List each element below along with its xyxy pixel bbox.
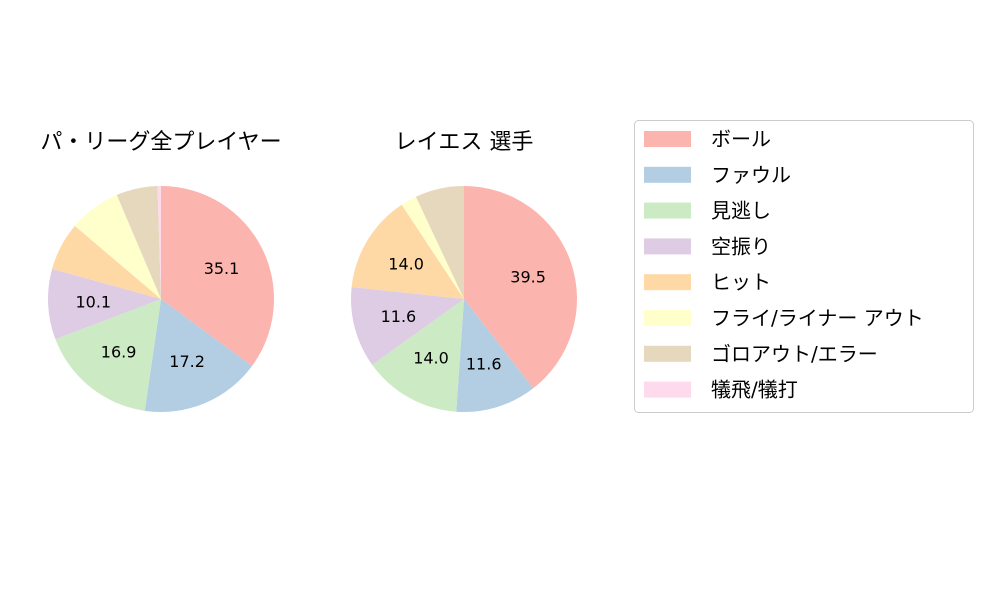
pie-slice-league-4 bbox=[52, 225, 161, 299]
pie-slice-league-3 bbox=[48, 268, 161, 340]
pie-slice-player-2 bbox=[372, 299, 464, 412]
legend-swatch-4 bbox=[644, 274, 691, 291]
pie-slice-player-3 bbox=[350, 286, 464, 365]
pie-slice-league-7 bbox=[157, 186, 161, 299]
legend-label-3: 空振り bbox=[711, 234, 771, 258]
legend-swatch-0 bbox=[644, 131, 691, 147]
legend-swatch-5 bbox=[644, 310, 691, 326]
legend-label-6: ゴロアウト/エラー bbox=[711, 342, 878, 366]
legend-label-1: ファウル bbox=[711, 163, 791, 187]
legend-label-7: 犠飛/犠打 bbox=[711, 378, 798, 402]
pie-slices-league bbox=[48, 186, 274, 412]
pie-slices-player bbox=[350, 186, 578, 412]
pie-label-player-1: 11.6 bbox=[466, 354, 502, 373]
pie-slice-league-5 bbox=[74, 195, 161, 299]
pie-slice-league-0 bbox=[161, 186, 274, 366]
pie-slice-player-5 bbox=[401, 196, 464, 299]
legend-label-4: ヒット bbox=[711, 270, 771, 294]
pie-label-league-1: 17.2 bbox=[169, 352, 205, 371]
pie-labels-league: 35.1 17.2 16.9 10.1 bbox=[75, 259, 239, 371]
pie-slice-player-4 bbox=[351, 204, 464, 299]
legend-swatch-2 bbox=[644, 202, 691, 219]
legend-label-5: フライ/ライナー アウト bbox=[711, 306, 924, 330]
pie-chart-league: パ・リーグ全プレイヤー 35.1 17.2 16.9 10.1 bbox=[40, 130, 282, 412]
legend-swatch-7 bbox=[644, 381, 691, 398]
legend-swatch-6 bbox=[644, 345, 691, 362]
pie-slice-league-6 bbox=[116, 186, 161, 299]
chart-title-league: パ・リーグ全プレイヤー bbox=[40, 130, 281, 155]
pie-chart-player: レイエス 選手 39.5 11.6 14.0 11.6 14.0 bbox=[350, 130, 578, 412]
pie-slice-league-2 bbox=[55, 299, 161, 411]
pie-slice-player-1 bbox=[456, 299, 534, 412]
legend-swatch-1 bbox=[644, 166, 691, 183]
legend-label-0: ボール bbox=[711, 127, 771, 151]
pie-slice-league-1 bbox=[144, 299, 252, 412]
legend-frame bbox=[634, 120, 974, 413]
pie-label-player-4: 14.0 bbox=[388, 254, 424, 273]
pie-label-player-0: 39.5 bbox=[510, 268, 546, 287]
chart-title-player: レイエス 選手 bbox=[395, 130, 534, 155]
legend-label-2: 見逃し bbox=[711, 199, 771, 223]
pie-label-player-2: 14.0 bbox=[413, 349, 449, 368]
pie-slice-player-6 bbox=[415, 186, 464, 299]
pie-label-league-2: 16.9 bbox=[101, 342, 137, 361]
pie-label-league-0: 35.1 bbox=[204, 259, 240, 278]
legend-swatch-3 bbox=[644, 238, 691, 255]
pie-label-player-3: 11.6 bbox=[381, 307, 417, 326]
pie-slice-player-0 bbox=[464, 186, 578, 389]
pie-labels-player: 39.5 11.6 14.0 11.6 14.0 bbox=[381, 254, 546, 373]
pie-label-league-3: 10.1 bbox=[75, 293, 111, 312]
